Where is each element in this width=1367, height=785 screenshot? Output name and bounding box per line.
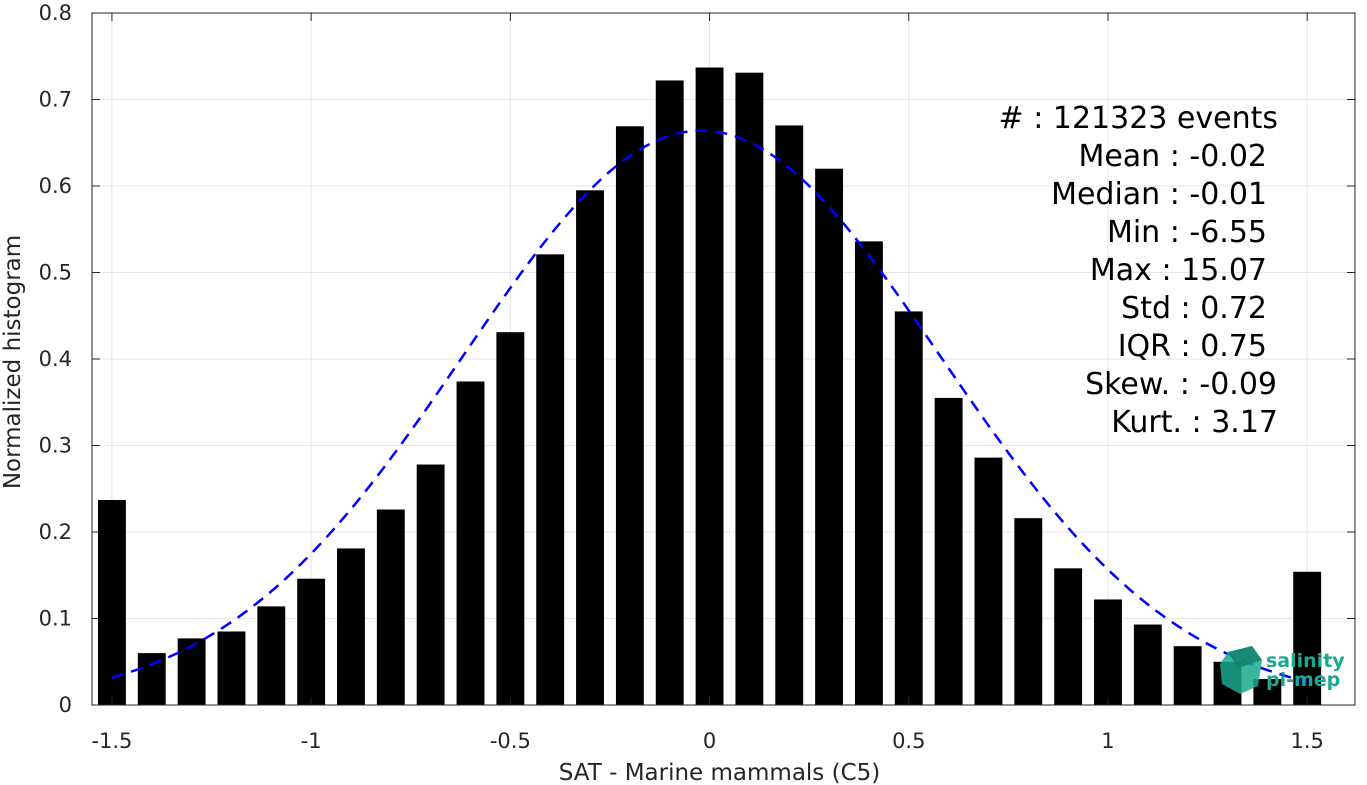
y-tick-label: 0.8	[39, 1, 72, 25]
histogram-bar	[1094, 599, 1122, 705]
x-tick-label: 1	[1101, 729, 1114, 753]
histogram-bar	[257, 606, 286, 705]
y-tick-label: 0	[59, 693, 72, 717]
histogram-bar	[974, 457, 1003, 705]
y-tick-label: 0.1	[39, 607, 72, 631]
x-tick-label: -1	[301, 729, 322, 753]
histogram-bar	[1173, 646, 1202, 705]
histogram-bar	[1133, 624, 1162, 705]
y-axis-ticks: 0 0.1 0.2 0.3 0.4 0.5 0.6 0.7 0.8	[39, 1, 1355, 717]
histogram-bar	[576, 190, 604, 705]
histogram-bar	[1054, 568, 1083, 705]
logo-text-salinity: salinity	[1266, 650, 1345, 672]
histogram-bar	[615, 126, 644, 705]
x-tick-label: -0.5	[490, 729, 531, 753]
histogram-bar	[695, 67, 724, 706]
stat-skew: Skew. : -0.09	[1085, 367, 1277, 402]
histogram-bar	[217, 631, 246, 705]
y-tick-label: 0.5	[39, 261, 72, 285]
histogram-bar	[854, 241, 883, 706]
x-axis-label: SAT - Marine mammals (C5)	[559, 760, 881, 785]
histogram-bar	[376, 509, 405, 705]
histogram-bar	[416, 464, 445, 705]
histogram-bar	[536, 254, 565, 705]
y-tick-label: 0.2	[39, 520, 72, 544]
histogram-bar	[894, 311, 923, 705]
histogram-bar	[934, 397, 963, 705]
y-tick-label: 0.6	[39, 174, 72, 198]
y-tick-label: 0.3	[39, 434, 72, 458]
y-tick-label: 0.4	[39, 347, 72, 371]
histogram-bar	[1014, 518, 1043, 705]
histogram-bar	[735, 72, 764, 705]
x-tick-label: 0	[703, 729, 716, 753]
y-tick-label: 0.7	[39, 88, 72, 112]
statistics-annotation: # : 121323 events Mean : -0.02 Median : …	[999, 101, 1278, 440]
histogram-bar	[655, 80, 684, 706]
x-axis-ticks: -1.5 -1 -0.5 0 0.5 1 1.5	[91, 13, 1324, 753]
histogram-bar	[297, 578, 326, 705]
stat-mean: Mean : -0.02	[1078, 139, 1267, 174]
salinity-pimep-logo: salinity pi-mep	[1220, 646, 1345, 694]
stat-min: Min : -6.55	[1107, 215, 1267, 250]
x-tick-label: 1.5	[1290, 729, 1323, 753]
histogram-bar	[815, 168, 844, 705]
histogram-bar	[177, 638, 206, 705]
histogram-bar	[456, 381, 485, 705]
stat-median: Median : -0.01	[1051, 177, 1267, 212]
logo-cube-facet-icon	[1228, 646, 1262, 668]
stat-kurt: Kurt. : 3.17	[1111, 405, 1278, 440]
histogram-bar	[775, 125, 804, 705]
y-axis-label: Normalized histogram	[0, 235, 26, 489]
stat-iqr: IQR : 0.75	[1118, 329, 1267, 364]
stat-events: # : 121323 events	[999, 101, 1278, 136]
x-tick-label: -1.5	[91, 729, 132, 753]
histogram-bar	[97, 499, 126, 705]
logo-text-pimep: pi-mep	[1266, 669, 1340, 691]
stat-std: Std : 0.72	[1121, 291, 1267, 326]
histogram-bar	[1293, 571, 1322, 705]
histogram-bars	[97, 67, 1322, 706]
histogram-bar	[496, 332, 525, 705]
histogram-bar	[337, 548, 365, 705]
stat-max: Max : 15.07	[1090, 253, 1267, 288]
x-tick-label: 0.5	[892, 729, 925, 753]
histogram-bar	[137, 653, 166, 705]
